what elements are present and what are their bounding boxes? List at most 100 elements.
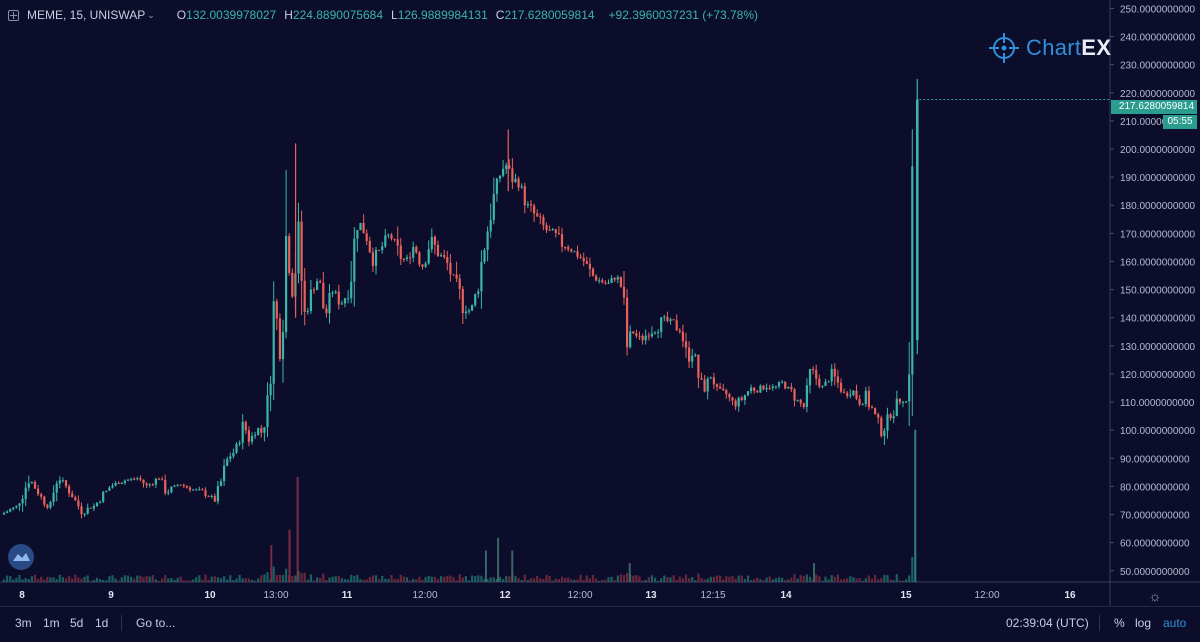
- volume-bar: [471, 575, 474, 582]
- candle-body: [436, 244, 440, 257]
- utc-clock[interactable]: 02:39:04 (UTC): [1006, 616, 1089, 630]
- last-candle-body: [915, 99, 919, 341]
- volume-bar: [734, 578, 737, 582]
- range-5d-button[interactable]: 5d: [70, 616, 84, 630]
- candle-body: [805, 385, 808, 407]
- volume-bar: [340, 578, 343, 582]
- volume-bar: [328, 577, 331, 582]
- candle-body: [133, 478, 136, 480]
- candle-body: [613, 277, 616, 280]
- chartex-wave-button[interactable]: [8, 544, 34, 570]
- candle-body: [71, 493, 74, 498]
- range-1m-button[interactable]: 1m: [43, 616, 60, 630]
- add-compare-icon[interactable]: [8, 9, 19, 21]
- gear-icon[interactable]: ☼: [1148, 588, 1162, 604]
- candle-body: [170, 486, 173, 493]
- candle-body: [374, 249, 378, 266]
- candle-body: [136, 478, 139, 480]
- volume-bar: [483, 578, 486, 582]
- candle-body: [489, 220, 492, 232]
- volume-bar: [489, 577, 492, 582]
- volume-bar: [777, 577, 781, 582]
- candle-body: [449, 262, 452, 275]
- candle-body: [37, 488, 40, 495]
- volume-bar: [898, 580, 901, 582]
- candle-body: [461, 288, 464, 314]
- volume-bar: [486, 579, 489, 582]
- candle-body: [452, 274, 455, 276]
- volume-bar: [27, 579, 30, 582]
- candle-body: [179, 484, 182, 486]
- candle-body: [130, 478, 133, 480]
- wave-icon: [13, 553, 30, 561]
- volume-bar: [145, 576, 148, 582]
- volume-bar: [440, 576, 443, 582]
- candle-body: [142, 479, 145, 484]
- x-tick-label: 11: [342, 590, 353, 601]
- low-value: 126.9889984131: [397, 8, 488, 22]
- volume-bar: [728, 576, 731, 582]
- volume-bar: [405, 577, 409, 582]
- candle-body: [675, 320, 678, 331]
- candle-body: [272, 301, 275, 384]
- volume-bar: [858, 578, 861, 582]
- volume-bar: [861, 580, 864, 582]
- chevron-down-icon[interactable]: ⌄: [147, 9, 155, 20]
- log-toggle[interactable]: log: [1135, 616, 1152, 630]
- range-3m-button[interactable]: 3m: [15, 616, 32, 630]
- volume-bar: [58, 574, 61, 582]
- percent-toggle[interactable]: %: [1114, 616, 1125, 630]
- candle-body: [204, 490, 207, 496]
- candle-body: [523, 186, 526, 206]
- volume-bar: [498, 576, 502, 582]
- volume-bar: [601, 579, 604, 582]
- volume-bar: [591, 575, 595, 582]
- candle-body: [514, 178, 517, 183]
- candle-body: [316, 281, 319, 291]
- volume-bar: [130, 576, 133, 582]
- y-tick-label: 140.0000000000: [1120, 314, 1196, 325]
- volume-bar: [331, 576, 334, 582]
- candle-body: [867, 390, 870, 408]
- candle-body: [368, 240, 371, 253]
- candle-body: [167, 492, 170, 494]
- candle-body: [604, 282, 607, 284]
- candle-body: [855, 390, 858, 399]
- volume-bar: [6, 575, 9, 582]
- volume-bar: [68, 575, 71, 582]
- volume-bar: [49, 577, 52, 582]
- volume-bar: [533, 578, 536, 582]
- candle-body: [306, 311, 309, 313]
- volume-bar: [802, 575, 805, 582]
- candle-body: [843, 391, 846, 393]
- candle-body: [27, 483, 30, 488]
- volume-bar: [694, 580, 697, 582]
- range-1d-button[interactable]: 1d: [95, 616, 109, 630]
- volume-bar: [95, 577, 99, 582]
- candle-body: [33, 482, 37, 489]
- candle-body: [433, 236, 436, 245]
- volume-bar: [195, 577, 198, 582]
- volume-bar: [517, 578, 520, 582]
- goto-button[interactable]: Go to...: [136, 616, 176, 630]
- volume-bar: [281, 574, 285, 582]
- open-value: 132.0039978027: [186, 8, 277, 22]
- volume-bar: [455, 580, 458, 582]
- candle-body: [759, 385, 762, 393]
- volume-bar: [880, 577, 883, 582]
- volume-bar: [263, 574, 266, 582]
- candle-body: [663, 316, 666, 318]
- volume-bar: [774, 578, 777, 582]
- candle-body: [864, 390, 867, 405]
- volume-bar: [371, 575, 374, 582]
- auto-toggle[interactable]: auto: [1163, 616, 1187, 630]
- candle-body: [418, 252, 421, 265]
- y-tick-label: 90.0000000000: [1120, 454, 1190, 465]
- volume-bar: [539, 578, 542, 582]
- candle-body: [64, 480, 68, 487]
- volume-bar: [815, 574, 818, 582]
- volume-bar: [474, 576, 477, 582]
- volume-bar: [80, 578, 83, 582]
- symbol-label[interactable]: MEME, 15, UNISWAP: [27, 8, 146, 22]
